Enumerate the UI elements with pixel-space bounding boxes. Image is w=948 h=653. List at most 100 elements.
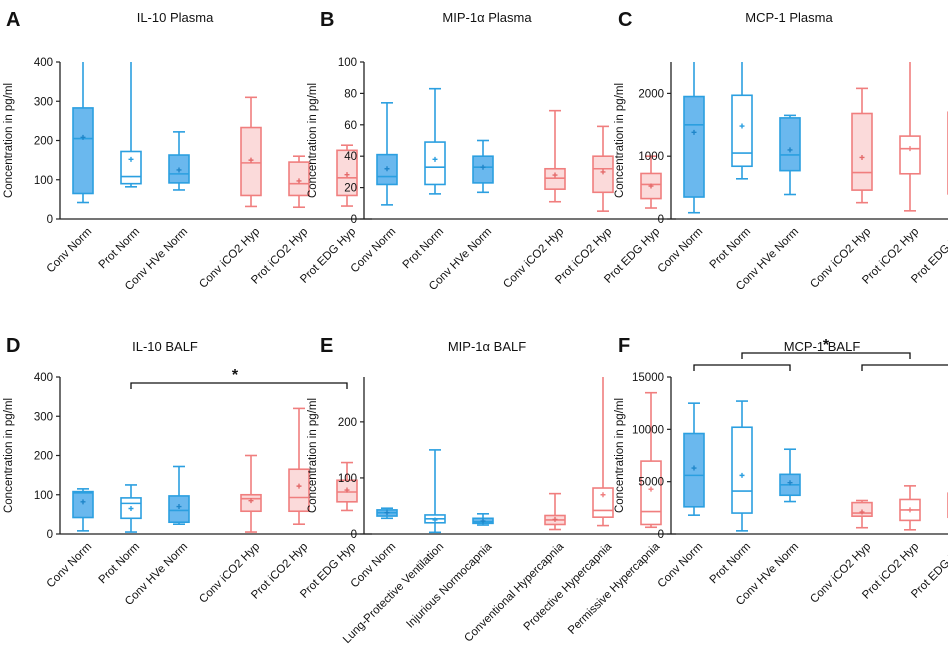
y-tick-label: 1000	[638, 151, 664, 163]
iqr-box	[120, 150, 142, 185]
significance-label: *	[232, 367, 239, 384]
x-tick-label: Conv Norm	[656, 541, 706, 591]
panel-f: F MCP-1 BALF Concentration in pg/ml 0 5000 10…	[614, 335, 948, 608]
box-prot-norm	[731, 400, 753, 532]
mean-marker	[128, 156, 134, 162]
chart-title: MIP-1α Plasma	[442, 10, 532, 25]
panel-letter: C	[618, 9, 632, 31]
panel-letter: B	[320, 9, 334, 31]
box-injurious-normocapnia	[472, 513, 494, 526]
box-prot-ico2-hyp	[899, 485, 921, 531]
box-conv-hve-norm	[472, 139, 494, 194]
mean-marker	[859, 509, 865, 515]
mean-marker	[480, 518, 486, 524]
box-prot-norm	[731, 62, 753, 180]
box-prot-edg-hyp	[336, 461, 358, 512]
box-prot-ico2-hyp	[288, 155, 310, 209]
y-tick-label: 200	[34, 451, 53, 463]
panel-letter: E	[320, 335, 333, 357]
significance-label: *	[823, 337, 830, 354]
box-prot-norm	[120, 484, 142, 533]
y-tick-label: 100	[338, 57, 357, 69]
box-prot-edg-hyp	[640, 155, 662, 209]
x-tick-label: Conv Norm	[45, 226, 95, 276]
box-protective-hypercapnia	[592, 377, 614, 527]
y-axis-label: Concentration in pg/ml	[3, 398, 15, 513]
mean-marker	[344, 487, 350, 493]
mean-marker	[787, 480, 793, 486]
x-tick-label: Conv Norm	[656, 226, 706, 276]
box-lung-protective-ventilation	[424, 449, 446, 534]
x-tick-label: Prot Norm	[97, 226, 143, 272]
iqr-box	[72, 490, 94, 519]
mean-marker	[552, 172, 558, 178]
x-tick-label: Prot Norm	[97, 541, 143, 587]
x-tick-label: Protective Hypercapnia	[522, 540, 615, 633]
mean-marker	[176, 504, 182, 510]
mean-marker	[432, 517, 438, 523]
y-tick-label: 80	[344, 88, 357, 100]
mean-marker	[648, 486, 654, 492]
y-tick-label: 2000	[638, 88, 664, 100]
x-tick-label: Prot Norm	[401, 226, 447, 272]
box-conv-ico2-hyp	[851, 87, 873, 204]
mean-marker	[248, 498, 254, 504]
y-axis-label: Concentration in pg/ml	[307, 83, 319, 198]
bracket-line	[130, 382, 348, 389]
significance-bracket	[861, 364, 948, 371]
iqr-box	[288, 468, 310, 513]
significance-bracket: *	[741, 337, 911, 359]
y-tick-label: 10000	[632, 424, 664, 436]
y-tick-label: 60	[344, 120, 357, 132]
mean-marker	[907, 507, 913, 513]
mean-marker	[691, 465, 697, 471]
y-axis-label: Concentration in pg/ml	[307, 398, 319, 513]
y-tick-label: 400	[34, 57, 53, 69]
x-tick-label: Prot Norm	[708, 226, 754, 272]
y-tick-label: 300	[34, 411, 53, 423]
y-tick-label: 0	[351, 529, 357, 541]
chart-title: IL-10 Plasma	[137, 10, 214, 25]
box-prot-ico2-hyp	[899, 62, 921, 212]
box-conv-ico2-hyp	[851, 499, 873, 529]
chart-title: MCP-1 Plasma	[745, 10, 833, 25]
chart-title: MIP-1α BALF	[448, 339, 526, 354]
box-prot-norm	[120, 62, 142, 188]
box-conv-hve-norm	[779, 114, 801, 196]
iqr-box	[779, 117, 801, 172]
panel-letter: A	[6, 9, 20, 31]
iqr-box	[851, 112, 873, 191]
iqr-box	[640, 460, 662, 526]
x-tick-label: Permissive Hypercapnia	[566, 540, 663, 637]
significance-bracket: *	[130, 367, 348, 389]
mean-marker	[296, 483, 302, 489]
y-tick-label: 400	[34, 372, 53, 384]
mean-marker	[648, 183, 654, 189]
y-tick-label: 100	[34, 175, 53, 187]
y-tick-label: 5000	[638, 477, 664, 489]
mean-marker	[600, 169, 606, 175]
x-tick-label: Conv Norm	[45, 541, 95, 591]
mean-marker	[600, 492, 606, 498]
y-tick-label: 200	[338, 417, 357, 429]
y-axis-label: Concentration in pg/ml	[614, 398, 626, 513]
mean-marker	[296, 178, 302, 184]
iqr-box	[731, 426, 753, 514]
box-conv-norm	[376, 102, 398, 206]
mean-marker	[859, 154, 865, 160]
box-prot-ico2-hyp	[288, 407, 310, 525]
mean-marker	[176, 167, 182, 173]
bracket-line	[693, 364, 791, 371]
bracket-line	[741, 352, 911, 359]
box-prot-edg-hyp	[336, 144, 358, 207]
box-prot-ico2-hyp	[592, 125, 614, 212]
box-conv-ico2-hyp	[240, 454, 262, 533]
bracket-line	[861, 364, 948, 371]
y-tick-label: 0	[47, 214, 53, 226]
iqr-box	[683, 95, 705, 198]
mean-marker	[384, 166, 390, 172]
panel-letter: D	[6, 335, 20, 357]
mean-marker	[248, 157, 254, 163]
panel-letter: F	[618, 335, 630, 357]
